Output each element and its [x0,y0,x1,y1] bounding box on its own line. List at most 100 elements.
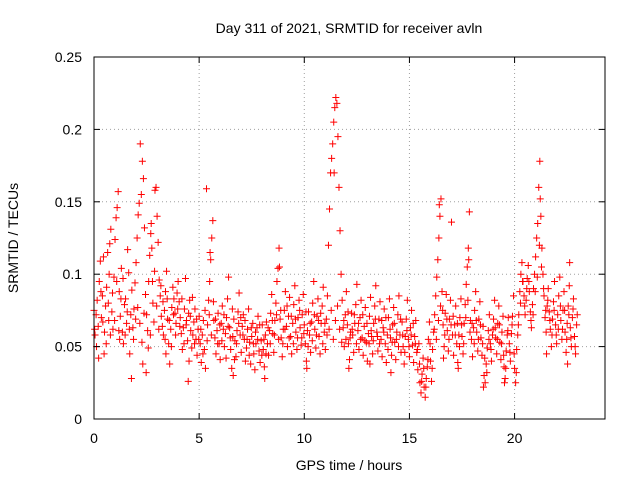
data-point [323,331,331,339]
data-point [137,191,145,199]
data-point [497,356,505,364]
data-point [523,285,531,293]
data-point [450,351,458,359]
data-point [568,314,576,322]
data-point [239,331,247,339]
data-point [435,234,443,242]
data-point [292,328,300,336]
data-point [433,273,441,281]
data-point [125,325,133,333]
x-tick-label: 15 [402,430,418,446]
data-point [378,317,386,325]
data-point [462,280,470,288]
data-point [127,311,135,319]
data-point [455,343,463,351]
data-point [510,350,518,358]
data-point [144,327,152,335]
data-point [119,340,127,348]
data-point [129,324,137,332]
data-point [386,325,394,333]
data-point [498,328,506,336]
data-point [378,353,386,361]
data-point [371,302,379,310]
data-point [126,350,134,358]
data-point [300,330,308,338]
data-point [403,327,411,335]
data-point [327,306,335,314]
data-point [560,288,568,296]
data-point [436,212,444,220]
data-point [530,285,538,293]
data-point [559,325,567,333]
data-point [536,157,544,165]
data-point [201,364,209,372]
data-point [228,305,236,313]
data-point [291,315,299,323]
data-point [400,360,408,368]
data-point [373,328,381,336]
data-point [399,331,407,339]
data-point [432,335,440,343]
data-point [105,317,113,325]
data-point [336,227,344,235]
data-point [467,335,475,343]
data-point [485,335,493,343]
data-point [552,331,560,339]
data-point [505,340,513,348]
data-point [492,334,500,342]
data-point [167,325,175,333]
data-point [174,277,182,285]
data-point [519,277,527,285]
data-point [309,299,317,307]
data-point [317,309,325,317]
data-point [264,324,272,332]
data-point [319,283,327,291]
data-point [465,256,473,264]
data-point [506,357,514,365]
data-point [283,343,291,351]
data-point [225,273,233,281]
data-point [514,321,522,329]
data-point [469,353,477,361]
data-point [123,308,131,316]
data-point [135,199,143,207]
data-point [365,312,373,320]
data-point [187,327,195,335]
data-point [418,370,426,378]
data-point [528,301,536,309]
data-point [380,328,388,336]
data-point [296,306,304,314]
data-point [514,331,522,339]
data-point [226,324,234,332]
data-point [424,335,432,343]
data-point [298,334,306,342]
data-point [367,293,375,301]
data-point [219,325,227,333]
data-point [372,282,380,290]
data-point [566,259,574,267]
data-point [106,331,114,339]
data-point [132,315,140,323]
data-point [447,218,455,226]
data-point [170,295,178,303]
data-point [173,289,181,297]
data-point [259,345,267,353]
data-point [270,331,278,339]
data-point [209,217,217,225]
data-point [413,348,421,356]
data-point [563,335,571,343]
data-point [430,328,438,336]
data-point [383,331,391,339]
data-point [363,319,371,327]
data-point [204,321,212,329]
data-point [130,305,138,313]
data-point [266,340,274,348]
data-point [276,315,284,323]
data-point [502,364,510,372]
data-point [490,315,498,323]
data-point [165,317,173,325]
data-point [483,344,491,352]
data-point [385,295,393,303]
data-point [279,340,287,348]
data-point [178,295,186,303]
